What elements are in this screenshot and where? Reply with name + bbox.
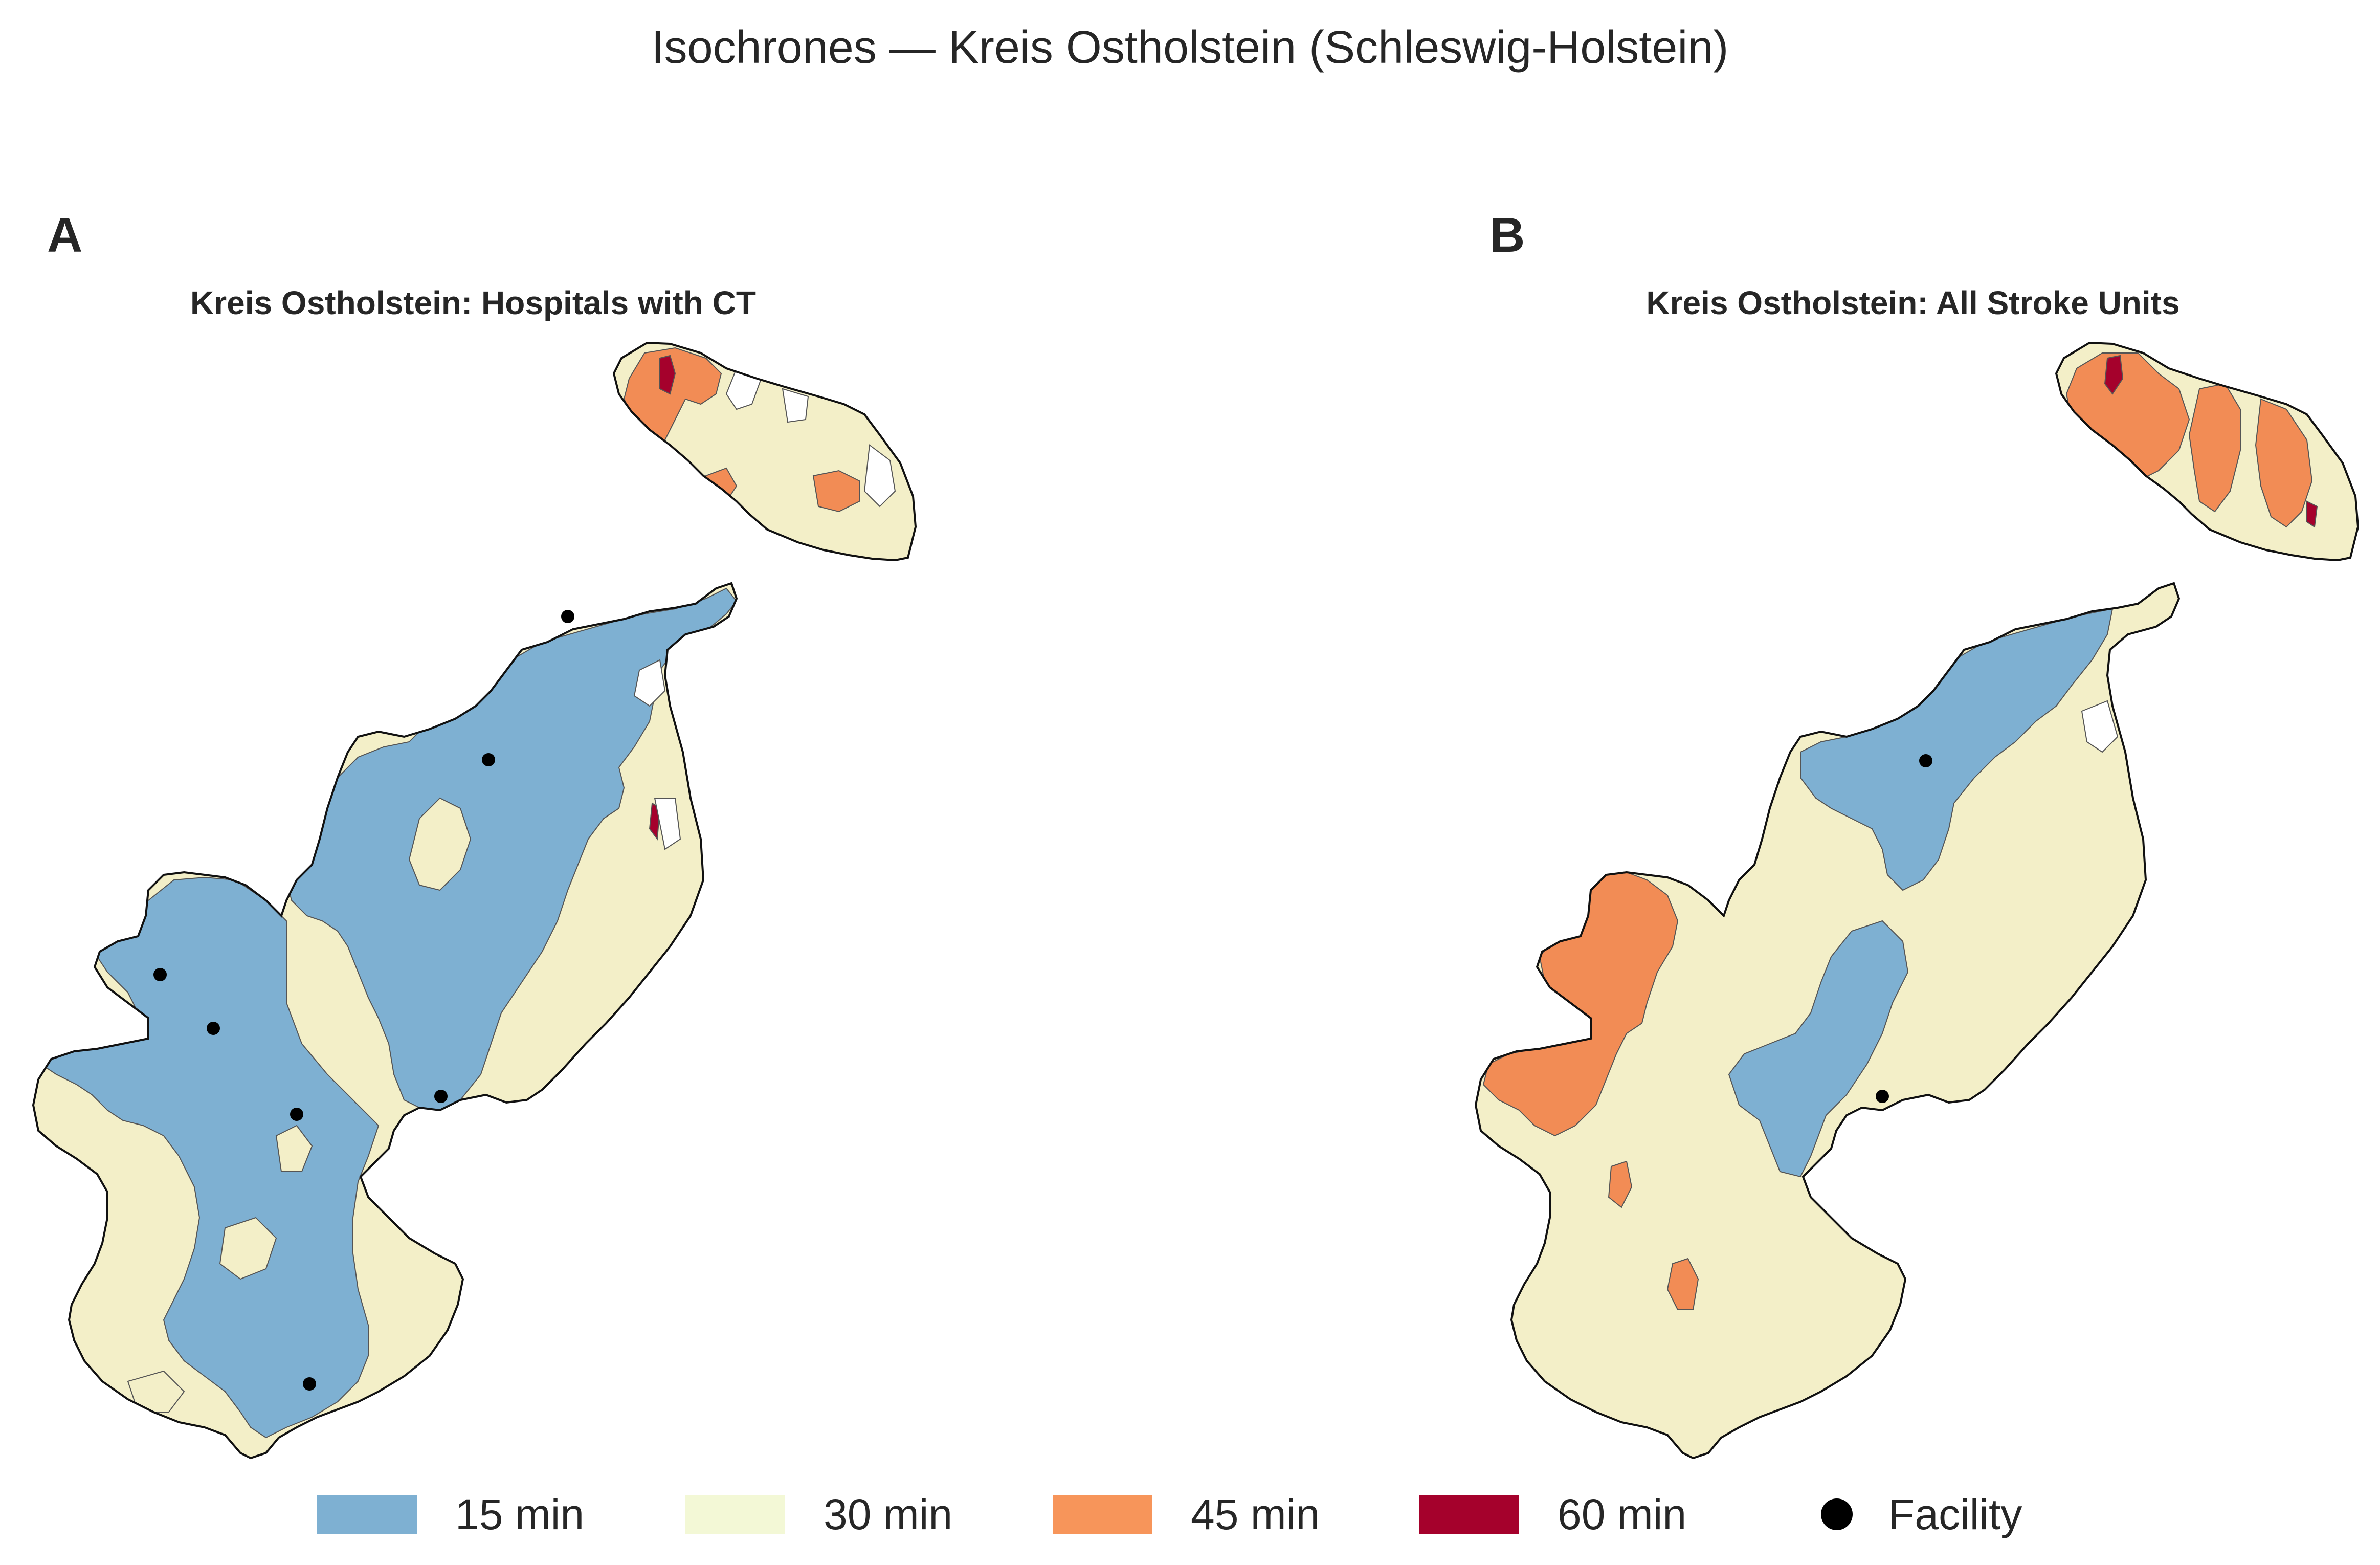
facility-marker — [290, 1108, 303, 1121]
facility-marker — [561, 610, 574, 623]
facility-marker — [1919, 754, 1932, 767]
isochrone-30-inlet — [127, 797, 472, 1413]
facility-marker — [153, 968, 167, 981]
legend-label-15: 15 min — [455, 1490, 585, 1538]
legend-facility-dot — [1821, 1498, 1853, 1530]
isochrone-15-area — [1728, 608, 2114, 1178]
panel-b-letter: B — [1489, 208, 1525, 262]
legend-item-60: 60 min — [1419, 1484, 1686, 1545]
legend-swatch-45 — [1053, 1495, 1152, 1534]
legend-label-facility: Facility — [1888, 1490, 2022, 1538]
legend-swatch-60 — [1419, 1495, 1519, 1534]
facility-marker — [1876, 1090, 1889, 1103]
legend-label-60: 60 min — [1558, 1490, 1687, 1538]
legend-item-30: 30 min — [685, 1484, 952, 1545]
legend-item-45: 45 min — [1053, 1484, 1320, 1545]
legend-swatch-15 — [317, 1495, 417, 1534]
isochrone-30-area — [1476, 343, 2358, 1458]
isochrone-60-area — [2104, 355, 2318, 528]
legend-label-45: 45 min — [1191, 1490, 1320, 1538]
panel-a-letter: A — [47, 208, 83, 262]
legend: 15 min 30 min 45 min 60 min Facility — [0, 1484, 2380, 1545]
facility-marker — [303, 1377, 316, 1391]
facility-marker — [482, 753, 495, 766]
panel-b-title: Kreis Ostholstein: All Stroke Units — [1646, 284, 2180, 321]
legend-item-facility: Facility — [1790, 1484, 2022, 1545]
facility-marker — [207, 1022, 220, 1035]
panel-a-title: Kreis Ostholstein: Hospitals with CT — [190, 284, 756, 321]
facility-marker — [434, 1090, 448, 1103]
legend-item-15: 15 min — [317, 1484, 584, 1545]
legend-swatch-30 — [685, 1495, 785, 1534]
uncovered-area — [633, 367, 896, 850]
legend-label-30: 30 min — [824, 1490, 953, 1538]
figure-title: Isochrones — Kreis Ostholstein (Schleswi… — [651, 22, 1729, 73]
